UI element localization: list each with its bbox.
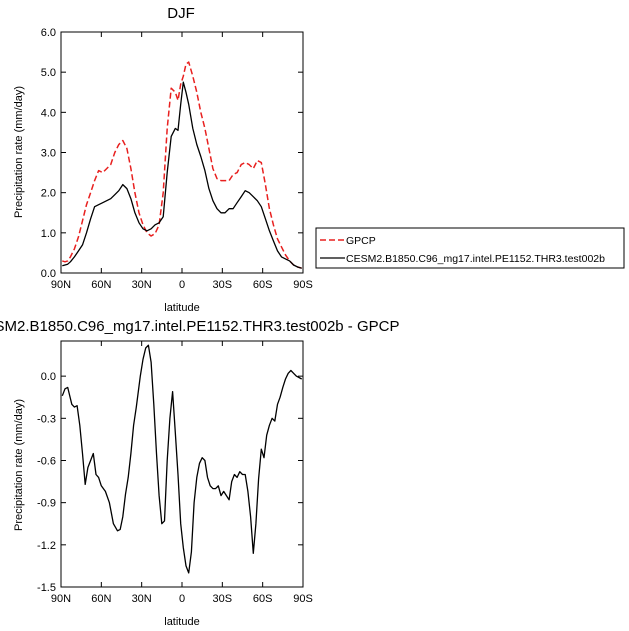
legend-box [315, 227, 625, 269]
y-tick-label: 1.0 [41, 228, 56, 240]
x-tick-label: 90S [293, 279, 313, 291]
x-axis-ticks-bottom: 90N 60N 30N 0 30S 60S 90S [51, 341, 313, 605]
y-tick-label: 2.0 [41, 188, 56, 200]
series-group-top [62, 61, 302, 269]
x-tick-label: 90N [51, 593, 71, 605]
x-tick-label: 60N [91, 279, 111, 291]
y-tick-label: 5.0 [41, 67, 56, 79]
y-tick-label: 6.0 [41, 27, 56, 39]
series-line-gpcp [62, 61, 302, 269]
legend-label-gpcp: GPCP [346, 235, 376, 247]
series-group-bottom [61, 344, 303, 574]
y-axis-label-bottom: Precipitation rate (mm/day) [13, 399, 25, 531]
legend: GPCP CESM2.B1850.C96_mg17.intel.PE1152.T… [315, 227, 625, 269]
x-tick-label: 60S [253, 593, 273, 605]
x-tick-label: 30S [213, 279, 233, 291]
plot-area-top [60, 31, 304, 274]
x-tick-label: 0 [179, 279, 185, 291]
x-tick-label: 60N [91, 593, 111, 605]
x-tick-label: 0 [179, 593, 185, 605]
y-tick-label: -0.3 [37, 413, 56, 425]
y-tick-label: -0.6 [37, 455, 56, 467]
y-tick-label: -1.2 [37, 540, 56, 552]
y-axis-ticks-bottom: 0.0 -0.3 -0.6 -0.9 -1.2 -1.5 [37, 371, 303, 594]
x-tick-label: 30S [213, 593, 233, 605]
x-tick-label: 90N [51, 279, 71, 291]
y-tick-label: 0.0 [41, 268, 56, 280]
chart-title-top: DJF [167, 5, 195, 22]
panel-top-djf: DJF 0.0 1.0 2.0 3.0 4.0 5.0 6.0 90N 60N 30N 0 30S 6… [13, 5, 313, 314]
y-tick-label: 0.0 [41, 371, 56, 383]
y-tick-label: 3.0 [41, 148, 56, 160]
y-tick-label: -0.9 [37, 498, 56, 510]
x-axis-ticks-top: 90N 60N 30N 0 30S 60S 90S [51, 32, 313, 291]
panel-bottom-difference: SM2.B1850.C96_mg17.intel.PE1152.THR3.tes… [0, 318, 399, 628]
x-axis-label-bottom: latitude [164, 616, 199, 628]
plot-area-bottom [60, 340, 304, 588]
x-tick-label: 30N [132, 279, 152, 291]
y-axis-label-top: Precipitation rate (mm/day) [13, 86, 25, 218]
y-axis-ticks-top: 0.0 1.0 2.0 3.0 4.0 5.0 6.0 [41, 27, 303, 280]
x-tick-label: 30N [132, 593, 152, 605]
y-tick-label: -1.5 [37, 582, 56, 594]
x-axis-label-top: latitude [164, 302, 199, 314]
legend-label-model: CESM2.B1850.C96_mg17.intel.PE1152.THR3.t… [346, 253, 605, 265]
chart-title-bottom: SM2.B1850.C96_mg17.intel.PE1152.THR3.tes… [0, 318, 399, 335]
y-tick-label: 4.0 [41, 107, 56, 119]
x-tick-label: 60S [253, 279, 273, 291]
series-line-model [62, 81, 302, 269]
x-tick-label: 90S [293, 593, 313, 605]
series-line-difference [61, 344, 303, 574]
